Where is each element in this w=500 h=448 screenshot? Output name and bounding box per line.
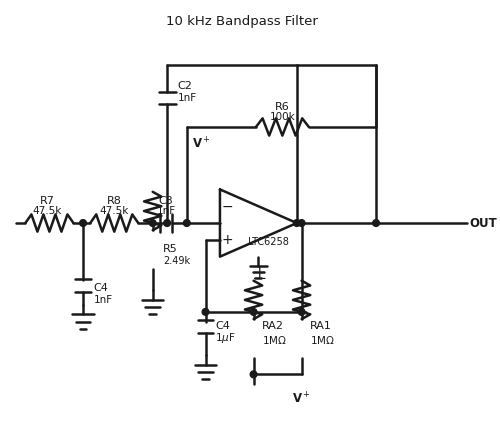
Text: RA1: RA1 [310, 321, 332, 332]
Text: RA2: RA2 [262, 321, 284, 332]
Text: 1M$\Omega$: 1M$\Omega$ [262, 334, 287, 346]
Circle shape [250, 371, 257, 378]
Circle shape [80, 220, 86, 226]
Text: OUT: OUT [470, 216, 498, 229]
Text: C2: C2 [178, 81, 192, 91]
Text: V$^+$: V$^+$ [292, 391, 311, 406]
Text: C4: C4 [94, 283, 108, 293]
Text: $+$: $+$ [221, 233, 233, 247]
Text: 1$\mu$F: 1$\mu$F [215, 332, 236, 345]
Text: R7: R7 [40, 196, 54, 206]
Text: 47.5k: 47.5k [100, 206, 129, 216]
Text: LTC6258: LTC6258 [248, 237, 288, 247]
Circle shape [202, 309, 209, 315]
Circle shape [150, 220, 156, 226]
Text: 47.5k: 47.5k [32, 206, 62, 216]
Text: C4: C4 [215, 321, 230, 332]
Text: 1nF: 1nF [94, 295, 112, 305]
Circle shape [298, 220, 305, 226]
Text: 100k: 100k [270, 112, 295, 122]
Text: $\perp$: $\perp$ [249, 264, 268, 283]
Text: 1nF: 1nF [156, 206, 176, 216]
Text: $-$: $-$ [221, 199, 233, 213]
Text: R8: R8 [107, 196, 122, 206]
Text: R5: R5 [164, 245, 178, 254]
Text: 10 kHz Bandpass Filter: 10 kHz Bandpass Filter [166, 15, 318, 28]
Circle shape [294, 220, 300, 226]
Text: V$^+$: V$^+$ [192, 136, 210, 151]
Text: C3: C3 [159, 196, 174, 206]
Circle shape [184, 220, 190, 226]
Text: 1nF: 1nF [178, 93, 197, 103]
Circle shape [250, 309, 257, 315]
Text: R6: R6 [275, 102, 290, 112]
Text: 1M$\Omega$: 1M$\Omega$ [310, 334, 335, 346]
Circle shape [372, 220, 380, 226]
Circle shape [164, 220, 170, 226]
Text: 2.49k: 2.49k [164, 255, 190, 266]
Circle shape [298, 309, 305, 315]
